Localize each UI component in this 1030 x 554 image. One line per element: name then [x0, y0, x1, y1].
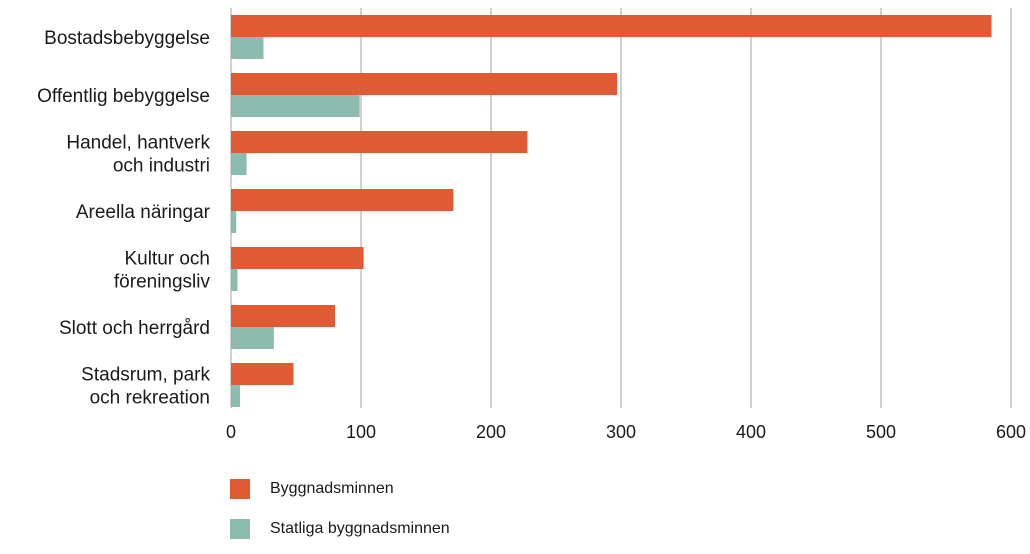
- bar-byggnadsminnen: [231, 131, 528, 153]
- bar-statliga-byggnadsminnen: [231, 95, 360, 117]
- legend-label-statliga-byggnadsminnen: Statliga byggnadsminnen: [270, 520, 450, 537]
- bar-statliga-byggnadsminnen: [231, 211, 237, 233]
- x-tick-label: 300: [606, 422, 636, 442]
- bar-byggnadsminnen: [231, 189, 454, 211]
- bar-statliga-byggnadsminnen: [231, 153, 247, 175]
- category-label: Stadsrum, park: [81, 365, 210, 386]
- x-tick-label: 100: [346, 422, 376, 442]
- legend-item-byggnadsminnen: Byggnadsminnen: [230, 474, 450, 504]
- legend-swatch-byggnadsminnen: [230, 479, 250, 499]
- category-label: Handel, hantverk: [66, 133, 210, 154]
- legend-item-statliga-byggnadsminnen: Statliga byggnadsminnen: [230, 514, 450, 544]
- x-tick-label: 600: [996, 422, 1026, 442]
- x-tick-label: 400: [736, 422, 766, 442]
- category-label: och industri: [113, 156, 210, 177]
- category-label: Offentlig bebyggelse: [37, 86, 210, 107]
- bar-statliga-byggnadsminnen: [231, 269, 238, 291]
- bar-statliga-byggnadsminnen: [231, 37, 264, 59]
- bar-statliga-byggnadsminnen: [231, 327, 274, 349]
- category-label: Kultur och: [124, 249, 210, 270]
- bar-byggnadsminnen: [231, 363, 294, 385]
- x-tick-label: 200: [476, 422, 506, 442]
- legend: Byggnadsminnen Statliga byggnadsminnen: [230, 474, 450, 554]
- bar-chart: 0 100 200 300 400 500 600 Bostadsbebyggelse Offe…: [37, 8, 1026, 442]
- legend-label-byggnadsminnen: Byggnadsminnen: [270, 480, 394, 497]
- category-label: och rekreation: [90, 388, 210, 409]
- legend-swatch-statliga-byggnadsminnen: [230, 519, 250, 539]
- bar-byggnadsminnen: [231, 247, 364, 269]
- bar-byggnadsminnen: [231, 305, 335, 327]
- bar-byggnadsminnen: [231, 73, 618, 95]
- category-label: Slott och herrgård: [59, 318, 210, 339]
- bar-byggnadsminnen: [231, 15, 992, 37]
- x-tick-label: 0: [226, 422, 236, 442]
- category-label: Areella näringar: [76, 202, 211, 223]
- category-label: Bostadsbebyggelse: [44, 28, 210, 49]
- x-tick-label: 500: [866, 422, 896, 442]
- category-label: föreningsliv: [114, 272, 211, 293]
- bar-statliga-byggnadsminnen: [231, 385, 241, 407]
